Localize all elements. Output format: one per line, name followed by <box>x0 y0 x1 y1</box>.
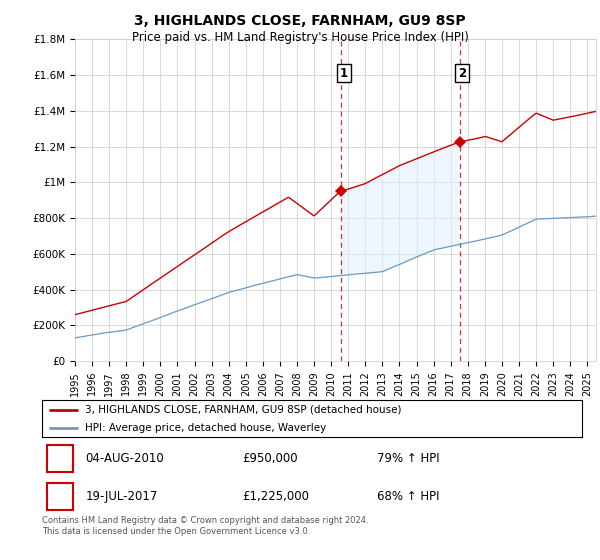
Text: 1: 1 <box>56 452 65 465</box>
Text: £950,000: £950,000 <box>242 452 298 465</box>
Text: HPI: Average price, detached house, Waverley: HPI: Average price, detached house, Wave… <box>85 423 326 433</box>
Text: 2: 2 <box>56 490 65 503</box>
Text: 3, HIGHLANDS CLOSE, FARNHAM, GU9 8SP: 3, HIGHLANDS CLOSE, FARNHAM, GU9 8SP <box>134 14 466 28</box>
Bar <box>47 483 73 510</box>
Text: 68% ↑ HPI: 68% ↑ HPI <box>377 490 439 503</box>
Text: £1,225,000: £1,225,000 <box>242 490 309 503</box>
Text: 1: 1 <box>340 67 347 80</box>
Text: 19-JUL-2017: 19-JUL-2017 <box>85 490 158 503</box>
Bar <box>47 445 73 472</box>
Text: 04-AUG-2010: 04-AUG-2010 <box>85 452 164 465</box>
Text: Contains HM Land Registry data © Crown copyright and database right 2024.
This d: Contains HM Land Registry data © Crown c… <box>42 516 368 536</box>
Text: 79% ↑ HPI: 79% ↑ HPI <box>377 452 439 465</box>
Text: 2: 2 <box>458 67 467 80</box>
Text: Price paid vs. HM Land Registry's House Price Index (HPI): Price paid vs. HM Land Registry's House … <box>131 31 469 44</box>
Text: 3, HIGHLANDS CLOSE, FARNHAM, GU9 8SP (detached house): 3, HIGHLANDS CLOSE, FARNHAM, GU9 8SP (de… <box>85 404 402 414</box>
